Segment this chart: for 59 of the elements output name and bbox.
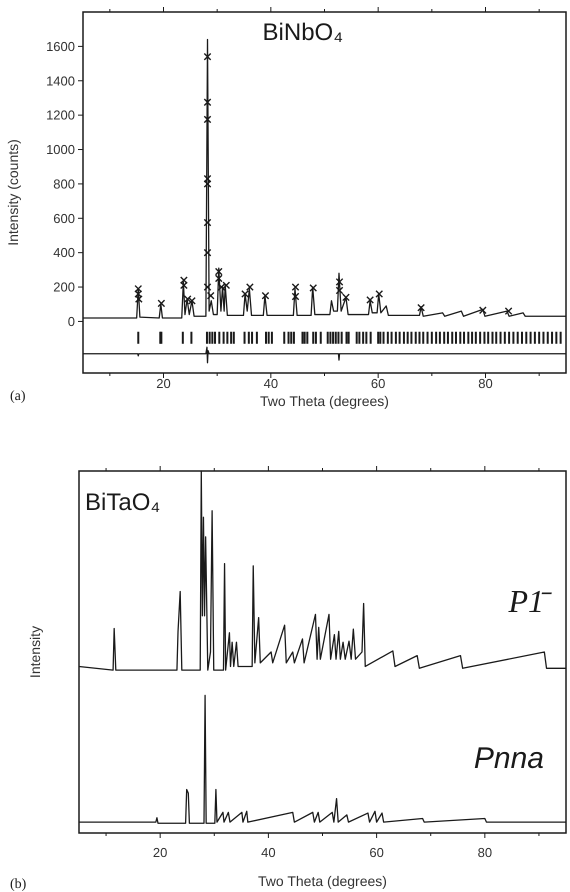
point [204, 98, 212, 106]
point [204, 248, 212, 257]
y-axis-title: Intensity [27, 626, 43, 678]
point [214, 268, 223, 276]
point [342, 293, 350, 302]
x-axis-title: Two Theta (degrees) [258, 873, 387, 889]
point [366, 296, 374, 304]
y-tick-label: 400 [53, 245, 75, 260]
point [157, 299, 166, 308]
y-tick-label: 600 [53, 210, 75, 226]
point [246, 283, 254, 291]
point [180, 281, 188, 290]
point [204, 174, 212, 183]
series-label: P1̄ [507, 583, 552, 620]
point [184, 295, 192, 303]
y-tick-label: 200 [53, 280, 75, 295]
point [214, 274, 223, 282]
point [204, 283, 212, 291]
text: (a) [10, 389, 26, 404]
point [375, 290, 384, 298]
point [292, 283, 300, 291]
x-tick-label: 60 [370, 376, 386, 391]
point [241, 290, 249, 298]
point [134, 295, 143, 303]
point [478, 306, 487, 314]
point [134, 290, 142, 298]
y-tick-label: 1000 [46, 142, 75, 158]
x-tick-label: 40 [264, 376, 278, 391]
x-tick-label: 60 [369, 845, 384, 860]
point [204, 180, 212, 188]
point [504, 307, 512, 316]
x-tick-label: 80 [478, 376, 493, 391]
point [204, 218, 212, 226]
text: (b) [10, 877, 27, 892]
point [206, 292, 215, 300]
text: BiTaO₄ [85, 489, 160, 516]
chart-title: BiNbO₄ [262, 19, 344, 46]
y-axis-title: Intensity (counts) [5, 139, 21, 246]
series-label: Pnna [474, 742, 544, 775]
point [262, 292, 270, 300]
x-tick-label: 80 [478, 845, 492, 860]
point [417, 304, 425, 312]
x-tick-label: 40 [261, 845, 276, 860]
y-tick-label: 1400 [46, 73, 75, 88]
point [180, 276, 188, 284]
y-tick-label: 0 [68, 314, 75, 329]
point [336, 286, 344, 294]
y-tick-label: 800 [53, 176, 75, 192]
point [292, 292, 300, 300]
point [309, 284, 318, 292]
point [204, 52, 212, 61]
point [336, 278, 344, 286]
x-tick-label: 20 [156, 376, 171, 391]
x-axis-title: Two Theta (degrees) [260, 393, 389, 409]
y-tick-label: 1200 [46, 108, 75, 123]
x-tick-label: 20 [152, 845, 168, 860]
point [134, 284, 142, 293]
point [204, 116, 212, 124]
y-tick-label: 1600 [46, 38, 75, 54]
